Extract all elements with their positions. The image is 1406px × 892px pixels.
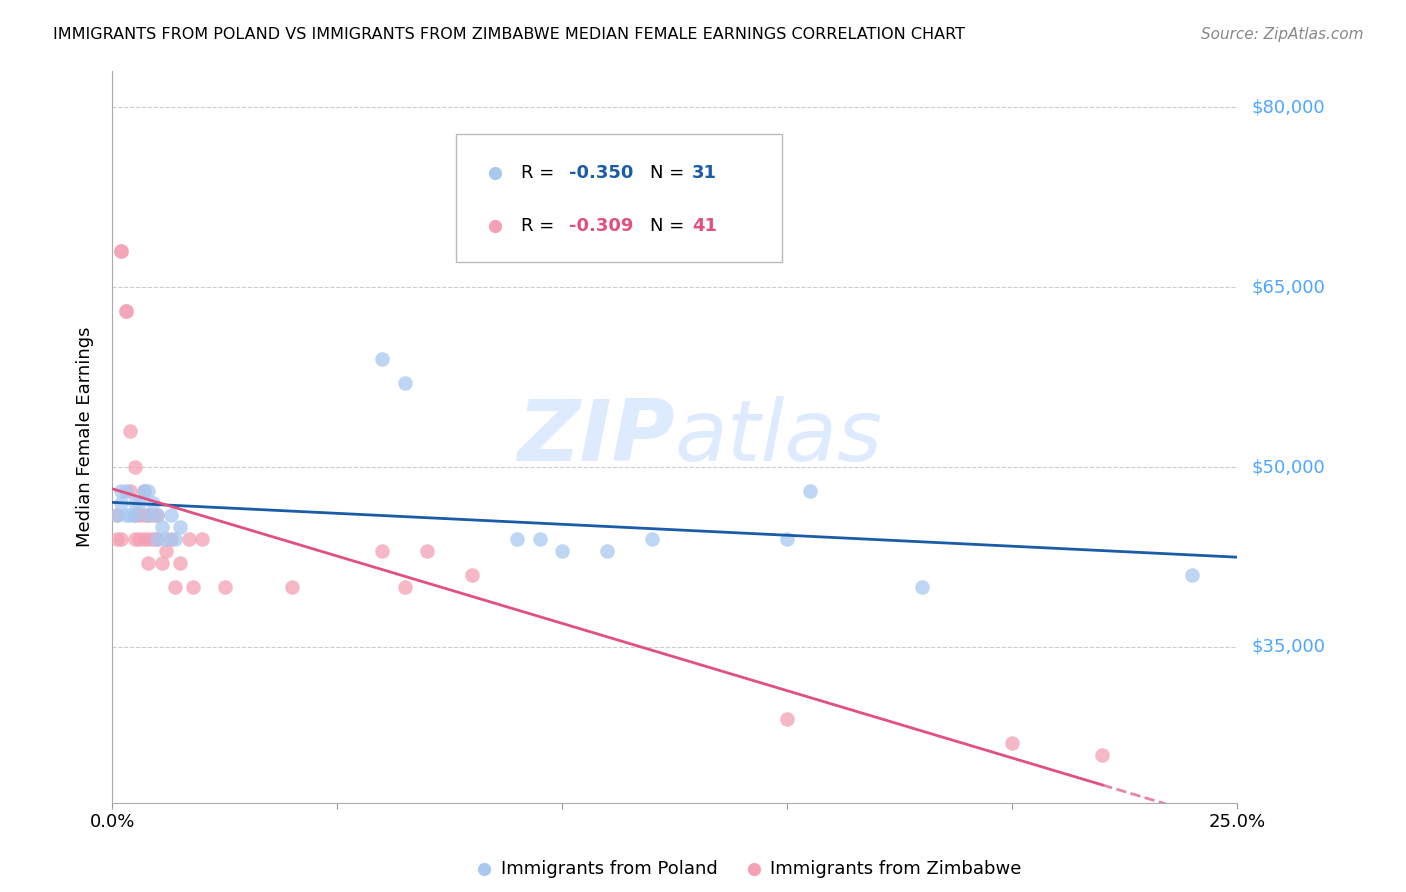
Text: IMMIGRANTS FROM POLAND VS IMMIGRANTS FROM ZIMBABWE MEDIAN FEMALE EARNINGS CORREL: IMMIGRANTS FROM POLAND VS IMMIGRANTS FRO… [53, 27, 966, 42]
Point [146, 532, 169, 546]
Point [132, 483, 155, 498]
Point [150, 520, 173, 534]
Point [124, 496, 146, 510]
Point [110, 496, 132, 510]
Text: 41: 41 [692, 217, 717, 235]
Point [138, 532, 160, 546]
Point [529, 532, 551, 546]
Point [214, 580, 236, 594]
Point [115, 304, 138, 318]
Point [124, 532, 146, 546]
Point [160, 508, 183, 522]
Point [138, 508, 160, 522]
Point [371, 352, 394, 367]
Point [551, 544, 574, 558]
Point [110, 244, 132, 259]
Point [394, 376, 416, 391]
Point [110, 532, 132, 546]
Point [461, 568, 484, 582]
Point [155, 532, 177, 546]
Point [115, 304, 138, 318]
Text: $65,000: $65,000 [1251, 278, 1324, 296]
Point [105, 532, 128, 546]
Point [146, 532, 169, 546]
Text: R =: R = [520, 217, 560, 235]
Point [416, 544, 439, 558]
Point [115, 483, 138, 498]
Text: $80,000: $80,000 [1251, 98, 1324, 116]
Point [132, 508, 155, 522]
Point [128, 496, 150, 510]
Point [641, 532, 664, 546]
Text: ZIP: ZIP [517, 395, 675, 479]
Text: N =: N = [650, 217, 690, 235]
Point [124, 508, 146, 522]
Point [110, 244, 132, 259]
Point [138, 508, 160, 522]
Text: R =: R = [520, 163, 560, 182]
Point [120, 424, 142, 438]
Point [124, 460, 146, 475]
Point [160, 532, 183, 546]
Point [120, 483, 142, 498]
Point [1001, 736, 1024, 750]
Text: $35,000: $35,000 [1251, 638, 1326, 656]
Point [146, 508, 169, 522]
Point [132, 532, 155, 546]
Text: N =: N = [650, 163, 690, 182]
Point [596, 544, 619, 558]
Point [115, 508, 138, 522]
Point [150, 556, 173, 570]
Point [138, 483, 160, 498]
Point [105, 508, 128, 522]
Point [142, 508, 165, 522]
Point [105, 508, 128, 522]
Text: Immigrants from Zimbabwe: Immigrants from Zimbabwe [770, 860, 1022, 878]
Point [169, 520, 191, 534]
Point [191, 532, 214, 546]
Text: -0.309: -0.309 [569, 217, 634, 235]
Point [177, 532, 200, 546]
Text: Source: ZipAtlas.com: Source: ZipAtlas.com [1201, 27, 1364, 42]
Text: $50,000: $50,000 [1251, 458, 1324, 476]
Point [132, 483, 155, 498]
Point [165, 580, 187, 594]
Point [128, 532, 150, 546]
Point [110, 483, 132, 498]
Text: atlas: atlas [675, 395, 883, 479]
Point [911, 580, 934, 594]
FancyBboxPatch shape [456, 134, 782, 261]
Point [120, 508, 142, 522]
Point [183, 580, 205, 594]
Text: Immigrants from Poland: Immigrants from Poland [501, 860, 717, 878]
Point [1091, 747, 1114, 762]
Point [1181, 568, 1204, 582]
Point [776, 712, 799, 726]
Point [142, 496, 165, 510]
Point [146, 508, 169, 522]
Point [394, 580, 416, 594]
Point [371, 544, 394, 558]
Y-axis label: Median Female Earnings: Median Female Earnings [76, 326, 94, 548]
Point [281, 580, 304, 594]
Point [124, 508, 146, 522]
Point [506, 532, 529, 546]
Point [165, 532, 187, 546]
Text: -0.350: -0.350 [569, 163, 634, 182]
Point [128, 508, 150, 522]
Text: 31: 31 [692, 163, 717, 182]
Point [776, 532, 799, 546]
Point [138, 556, 160, 570]
Point [169, 556, 191, 570]
Point [142, 532, 165, 546]
Point [799, 483, 821, 498]
Point [155, 544, 177, 558]
